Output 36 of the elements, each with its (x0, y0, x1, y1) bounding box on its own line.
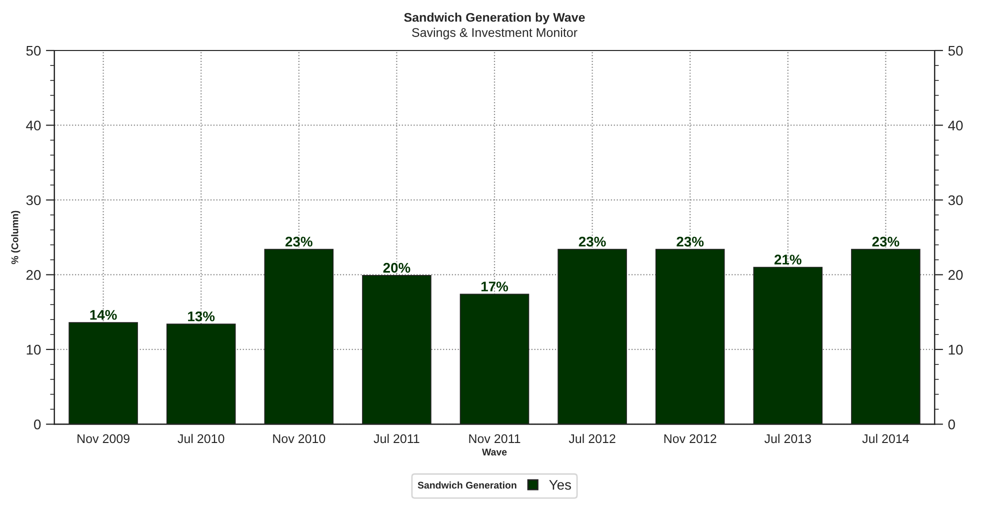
legend-title: Sandwich Generation (418, 481, 516, 489)
data-label: 23% (285, 236, 312, 247)
data-label: 20% (383, 262, 410, 273)
x-tick-label: Nov 2010 (273, 434, 326, 444)
y2-tick-label: 30 (948, 195, 963, 206)
y2-tick-label: 40 (948, 120, 963, 130)
y-tick-label: 40 (26, 120, 41, 130)
y-tick-label: 50 (26, 46, 41, 56)
y-tick-label: 0 (34, 420, 41, 430)
y-tick-label: 10 (26, 344, 41, 355)
data-label: 14% (90, 310, 117, 320)
y2-tick-label: 10 (948, 344, 963, 355)
x-tick-label: Jul 2011 (374, 434, 420, 444)
y2-tick-label: 0 (948, 420, 955, 430)
x-axis-title: Wave (482, 448, 507, 456)
x-tick-label: Jul 2014 (862, 434, 909, 444)
y-tick-label: 20 (26, 270, 41, 280)
y2-tick-label: 50 (948, 46, 963, 56)
data-label: 13% (188, 311, 215, 322)
data-label: 23% (676, 236, 704, 247)
data-label: 23% (578, 236, 606, 247)
data-label: 23% (872, 236, 900, 247)
y-tick-label: 30 (26, 195, 41, 206)
x-tick-label: Jul 2010 (178, 434, 224, 444)
x-tick-label: Jul 2012 (568, 434, 616, 444)
chart-title: Sandwich Generation by Wave (404, 12, 585, 24)
y2-tick-label: 20 (948, 270, 963, 280)
legend-label: Yes (549, 480, 571, 490)
chart-subtitle: Savings & Investment Monitor (412, 28, 578, 40)
y-axis-title: % (Column) (11, 210, 20, 264)
x-tick-label: Nov 2012 (664, 434, 716, 444)
data-label: 17% (481, 282, 508, 292)
x-tick-label: Jul 2013 (764, 434, 811, 444)
x-tick-label: Nov 2011 (469, 434, 520, 444)
x-tick-label: Nov 2009 (78, 434, 130, 444)
data-label: 21% (774, 254, 802, 264)
